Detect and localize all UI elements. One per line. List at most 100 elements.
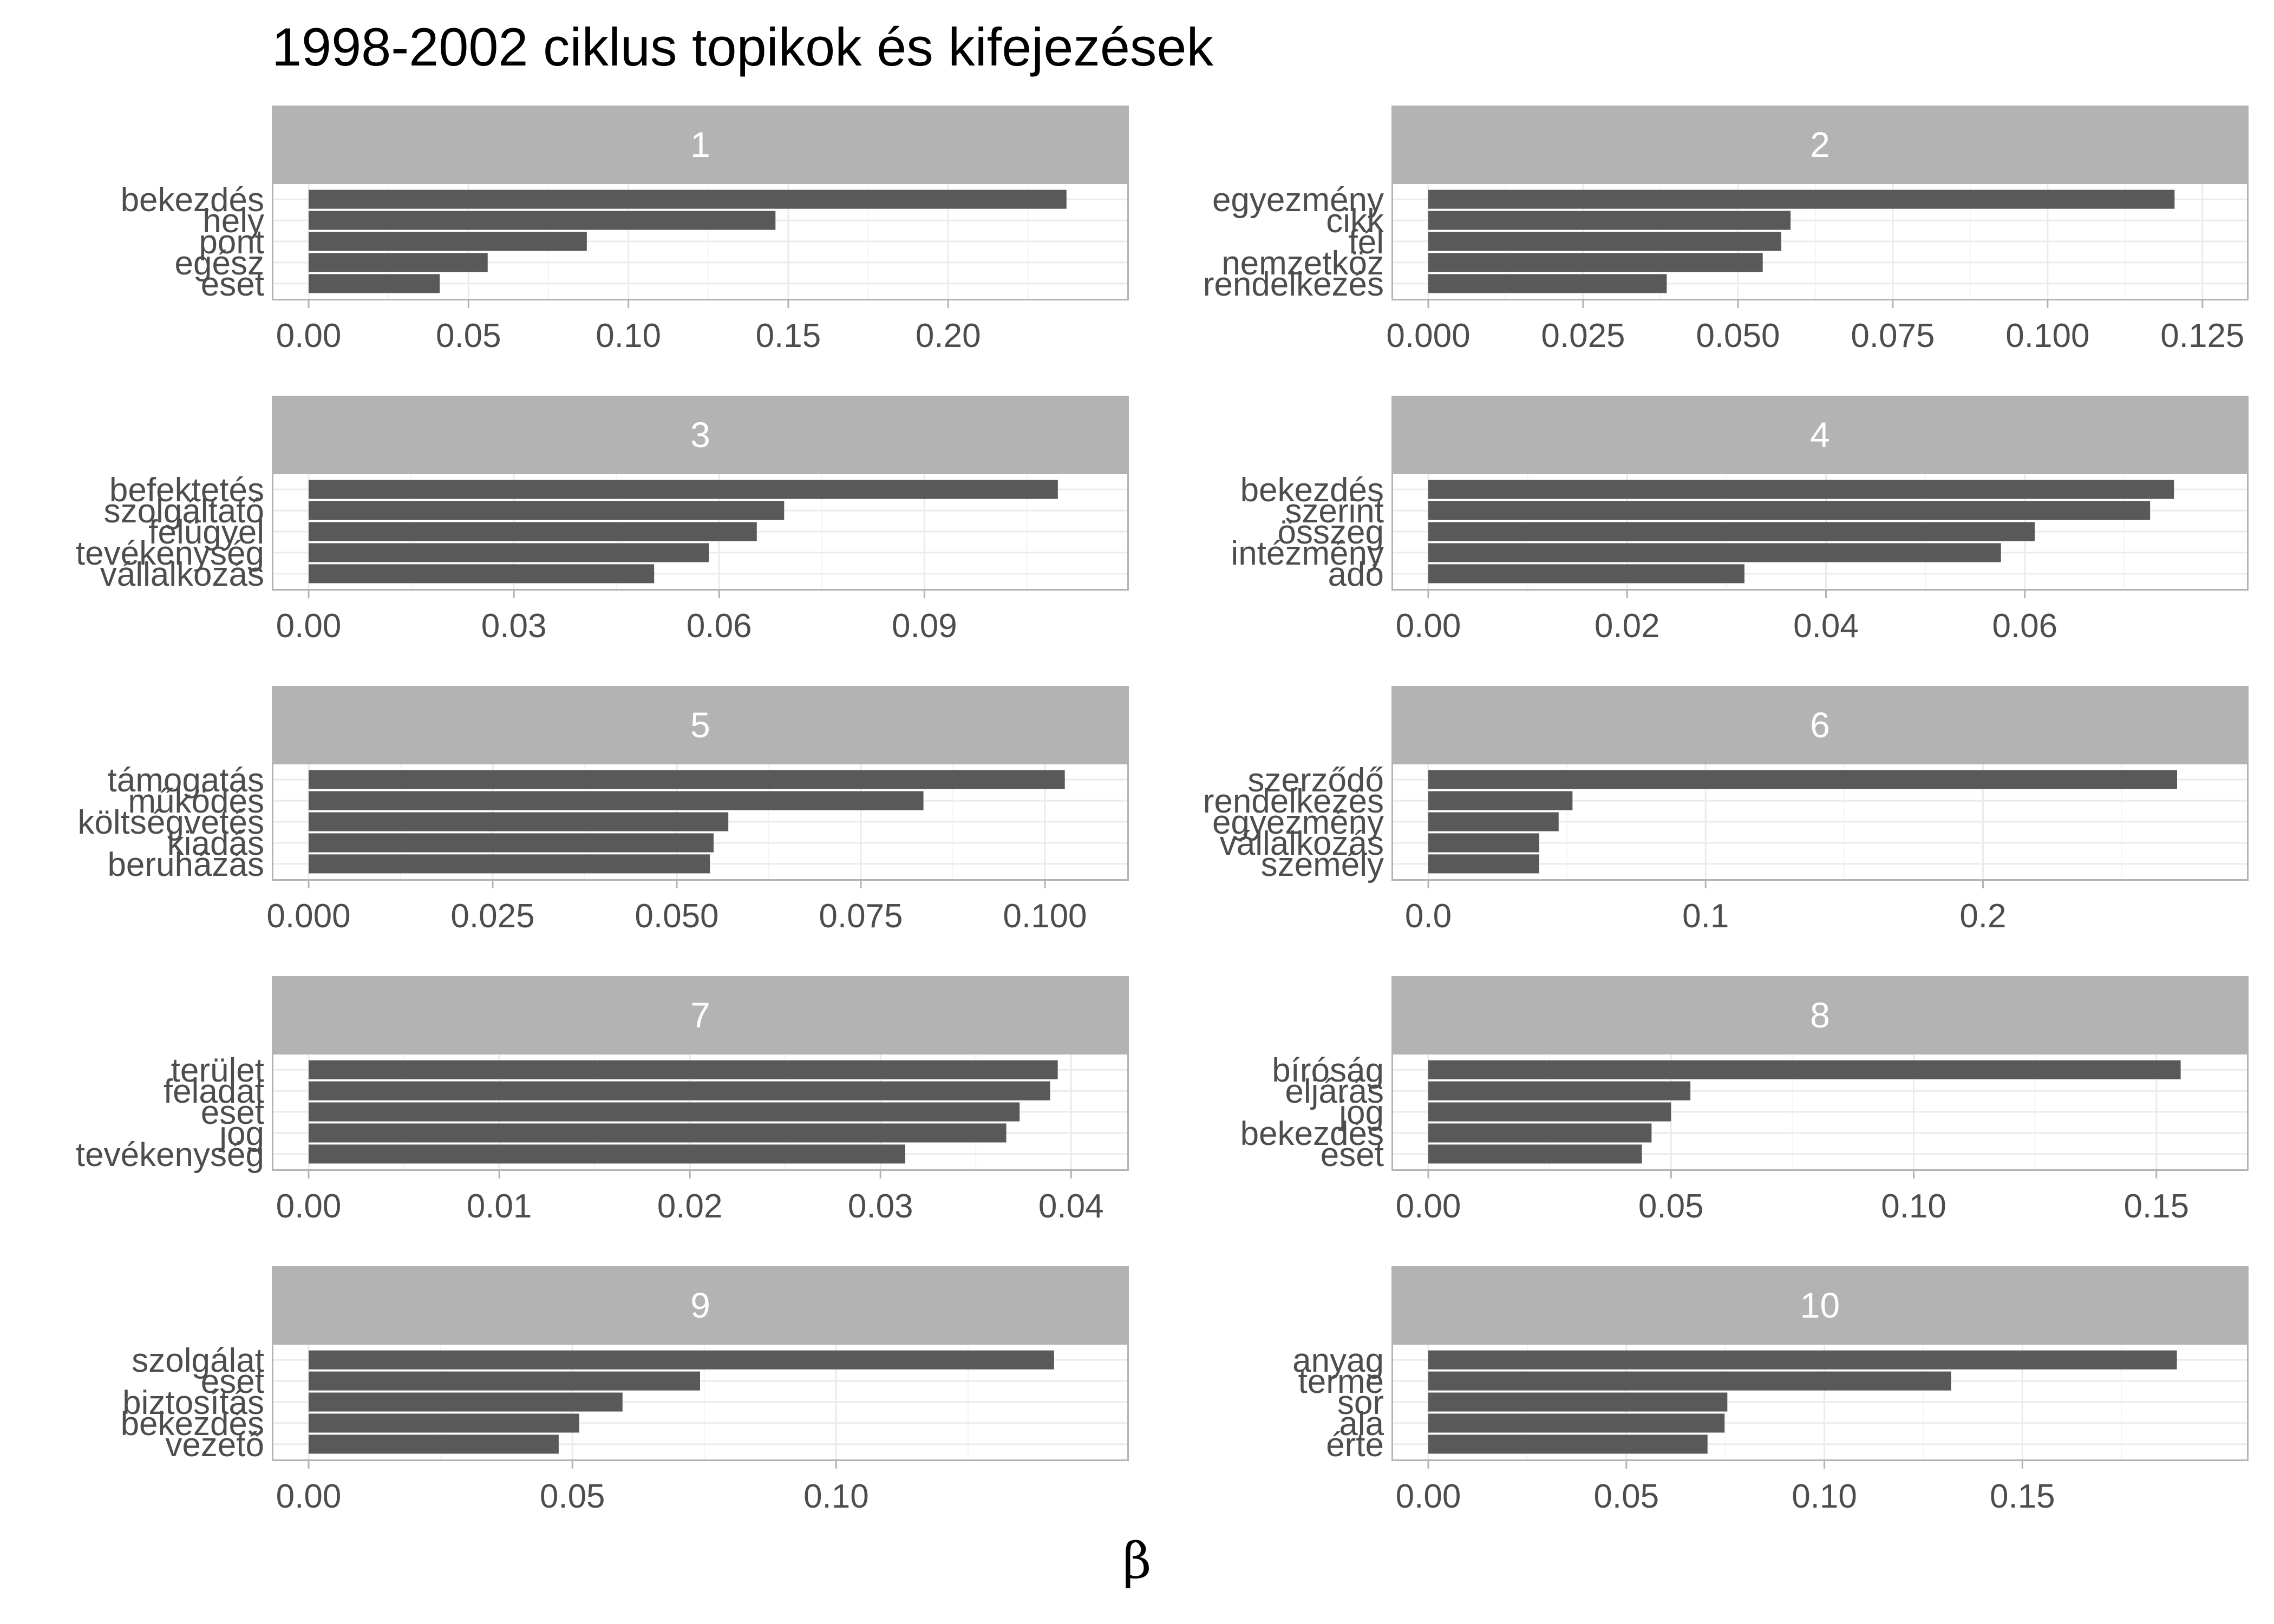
bar-adó [1428, 564, 1744, 584]
y-tick-label: szolgálat [132, 1342, 264, 1379]
bar-pont [309, 232, 587, 251]
bar-hely [309, 211, 776, 230]
bar-rendelkezés [1428, 274, 1667, 293]
y-tick-label: vállalkozás [1220, 825, 1384, 862]
bar-nemzetköz [1428, 253, 1763, 272]
x-tick-label: 0.04 [1038, 1188, 1104, 1225]
bar-személy [1428, 854, 1539, 874]
facet-strip [1391, 976, 2249, 1053]
facet-strip [272, 106, 1129, 182]
facet-panel-5: 5 támogatásműködésköltségvetéskiadásberuh… [77, 686, 1129, 935]
x-tick-label: 0.10 [596, 317, 661, 355]
panel-border [272, 1343, 1129, 1461]
y-tick-label: egész [175, 245, 264, 282]
bar-eset [309, 274, 440, 293]
bar-jog [309, 1123, 1007, 1143]
x-tick-label: 0.10 [803, 1478, 869, 1515]
y-tick-label: pont [199, 224, 264, 261]
bar-jog [1428, 1102, 1671, 1122]
x-tick-label: 0.00 [276, 1188, 342, 1225]
bar-kiadás [309, 833, 714, 853]
panel-border [1391, 473, 2249, 591]
bar-fél [1428, 232, 1782, 251]
y-tick-label: jog [218, 1115, 264, 1152]
y-tick-label: bekezdés [1240, 1115, 1384, 1152]
y-tick-label: szerint [1285, 493, 1384, 530]
x-tick-label: 0.05 [1593, 1478, 1659, 1515]
y-tick-label: terme [1298, 1363, 1384, 1400]
bar-biztosítás [309, 1392, 623, 1412]
y-tick-label: rendelkezés [1203, 266, 1384, 303]
panel-border [1391, 1343, 2249, 1461]
bar-anyag [1428, 1350, 2177, 1370]
bar-bíróság [1428, 1060, 2181, 1079]
facet-strip-label: 8 [1810, 995, 1830, 1035]
y-tick-label: vezető [165, 1426, 264, 1464]
x-tick-label: 0.00 [276, 607, 342, 645]
bar-szerződő [1428, 770, 2177, 789]
y-tick-label: bíróság [1272, 1052, 1384, 1089]
facet-strip [1391, 686, 2249, 763]
x-tick-label: 0.05 [436, 317, 501, 355]
y-tick-label: vállalkozás [100, 556, 264, 593]
x-tick-label: 0.100 [1003, 898, 1087, 935]
bar-támogatás [309, 770, 1065, 789]
y-tick-label: biztosítás [122, 1384, 264, 1422]
facet-strip [1391, 1266, 2249, 1343]
x-tick-label: 0.075 [1851, 317, 1935, 355]
y-tick-label: támogatás [107, 762, 264, 799]
facet-strip [272, 976, 1129, 1053]
y-tick-label: bekezdés [1240, 472, 1384, 509]
y-tick-label: működés [128, 783, 264, 820]
y-tick-label: anyag [1292, 1342, 1384, 1379]
x-tick-label: 0.03 [481, 607, 547, 645]
bar-szolgálat [309, 1350, 1054, 1370]
bar-érte [1428, 1435, 1708, 1454]
panel-border [272, 182, 1129, 300]
y-tick-label: tevékenység [76, 535, 264, 572]
bar-eljárás [1428, 1081, 1691, 1101]
x-tick-label: 0.10 [1792, 1478, 1857, 1515]
x-tick-label: 0.09 [892, 607, 957, 645]
bar-működés [309, 791, 924, 810]
x-tick-label: 0.1 [1682, 898, 1729, 935]
x-axis-label: β [1122, 1532, 1152, 1590]
y-tick-label: eset [201, 266, 264, 303]
y-tick-label: személy [1261, 846, 1384, 883]
facet-panel-2: 2egyezménycikkfélnemzetközrendelkezés0.0… [1203, 106, 2249, 355]
x-tick-label: 0.0 [1405, 898, 1452, 935]
x-tick-label: 0.025 [1541, 317, 1625, 355]
bar-bekezdés [309, 1413, 579, 1433]
x-tick-label: 0.04 [1793, 607, 1859, 645]
x-tick-label: 0.06 [1992, 607, 2057, 645]
y-tick-label: eset [201, 1363, 264, 1400]
bar-szerint [1428, 501, 2151, 520]
bar-bekezdés [1428, 480, 2174, 499]
x-tick-label: 0.15 [2123, 1188, 2189, 1225]
x-tick-label: 0.050 [635, 898, 718, 935]
bar-rendelkezés [1428, 791, 1573, 810]
x-tick-label: 0.06 [687, 607, 752, 645]
facet-strip [1391, 106, 2249, 182]
x-tick-label: 0.00 [276, 317, 342, 355]
y-tick-label: intézmény [1231, 535, 1384, 572]
x-tick-label: 0.05 [1638, 1188, 1704, 1225]
facet-strip-label: 7 [690, 995, 710, 1035]
x-tick-label: 0.075 [819, 898, 903, 935]
y-tick-label: felügyel [148, 514, 264, 551]
bar-egész [309, 253, 488, 272]
bar-feladat [309, 1081, 1050, 1101]
bar-eset [309, 1102, 1020, 1122]
y-tick-label: rendelkezés [1203, 783, 1384, 820]
x-tick-label: 0.03 [848, 1188, 913, 1225]
x-tick-label: 0.000 [1386, 317, 1470, 355]
facet-strip [272, 396, 1129, 473]
x-tick-label: 0.00 [1396, 607, 1461, 645]
bar-terme [1428, 1371, 1951, 1391]
x-tick-label: 0.050 [1696, 317, 1780, 355]
y-tick-label: eset [1321, 1136, 1384, 1174]
